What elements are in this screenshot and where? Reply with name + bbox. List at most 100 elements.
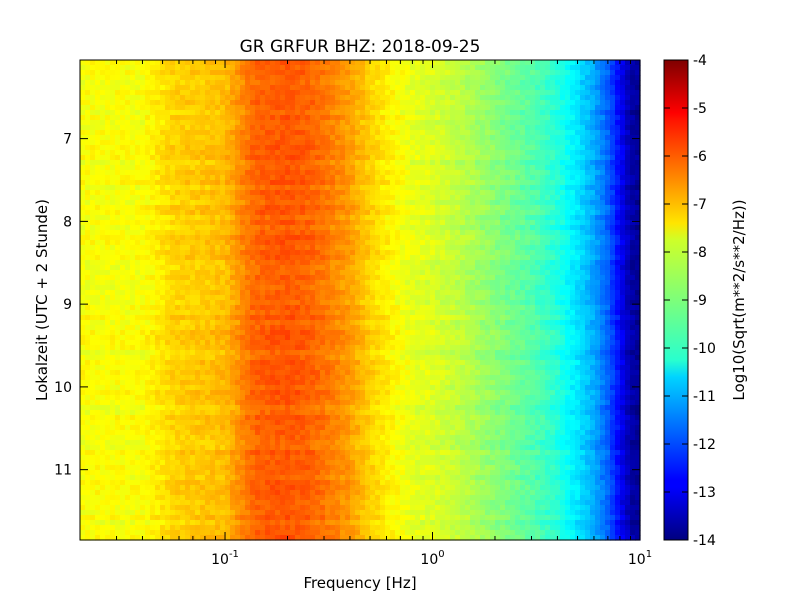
heatmap-cell <box>155 255 161 261</box>
heatmap-cell <box>185 275 191 281</box>
heatmap-cell <box>615 95 621 101</box>
heatmap-cell <box>485 195 491 201</box>
heatmap-cell <box>185 235 191 241</box>
heatmap-cell <box>460 210 466 216</box>
heatmap-cell <box>390 145 396 151</box>
heatmap-cell <box>310 250 316 256</box>
heatmap-cell <box>190 150 196 156</box>
heatmap-cell <box>565 165 571 171</box>
heatmap-cell <box>230 280 236 286</box>
heatmap-cell <box>375 220 381 226</box>
heatmap-cell <box>250 100 256 106</box>
heatmap-cell <box>505 210 511 216</box>
heatmap-cell <box>355 150 361 156</box>
heatmap-cell <box>470 270 476 276</box>
heatmap-cell <box>130 75 136 81</box>
heatmap-cell <box>170 170 176 176</box>
heatmap-cell <box>600 260 606 266</box>
heatmap-cell <box>460 190 466 196</box>
heatmap-cell <box>175 240 181 246</box>
heatmap-cell <box>565 150 571 156</box>
heatmap-cell <box>460 95 466 101</box>
heatmap-cell <box>505 170 511 176</box>
heatmap-cell <box>480 260 486 266</box>
heatmap-cell <box>265 275 271 281</box>
heatmap-cell <box>520 230 526 236</box>
heatmap-cell <box>340 160 346 166</box>
heatmap-cell <box>165 275 171 281</box>
heatmap-cell <box>170 180 176 186</box>
heatmap-cell <box>545 215 551 221</box>
heatmap-cell <box>435 80 441 86</box>
heatmap-cell <box>100 150 106 156</box>
heatmap-cell <box>305 250 311 256</box>
heatmap-cell <box>225 220 231 226</box>
heatmap-cell <box>425 245 431 251</box>
heatmap-cell <box>115 180 121 186</box>
heatmap-cell <box>375 245 381 251</box>
heatmap-cell <box>450 140 456 146</box>
heatmap-cell <box>415 185 421 191</box>
heatmap-cell <box>330 185 336 191</box>
heatmap-cell <box>235 175 241 181</box>
heatmap-cell <box>370 190 376 196</box>
heatmap-cell <box>445 205 451 211</box>
heatmap-cell <box>525 235 531 241</box>
heatmap-cell <box>165 280 171 286</box>
heatmap-cell <box>610 170 616 176</box>
heatmap-cell <box>150 105 156 111</box>
heatmap-cell <box>200 150 206 156</box>
heatmap-cell <box>90 255 96 261</box>
heatmap-cell <box>480 275 486 281</box>
heatmap-cell <box>155 235 161 241</box>
heatmap-cell <box>590 235 596 241</box>
heatmap-cell <box>115 225 121 231</box>
heatmap-cell <box>265 235 271 241</box>
heatmap-cell <box>260 110 266 116</box>
heatmap-cell <box>440 115 446 121</box>
heatmap-cell <box>105 230 111 236</box>
heatmap-cell <box>515 130 521 136</box>
heatmap-cell <box>490 65 496 71</box>
heatmap-cell <box>250 155 256 161</box>
heatmap-cell <box>490 265 496 271</box>
heatmap-cell <box>620 130 626 136</box>
heatmap-cell <box>400 270 406 276</box>
heatmap-cell <box>180 230 186 236</box>
heatmap-cell <box>290 220 296 226</box>
heatmap-cell <box>450 255 456 261</box>
heatmap-cell <box>320 140 326 146</box>
heatmap-cell <box>275 125 281 131</box>
heatmap-cell <box>420 170 426 176</box>
heatmap-cell <box>610 215 616 221</box>
heatmap-cell <box>310 205 316 211</box>
heatmap-cell <box>300 180 306 186</box>
heatmap-cell <box>280 205 286 211</box>
heatmap-cell <box>235 260 241 266</box>
heatmap-cell <box>120 75 126 81</box>
heatmap-cell <box>215 240 221 246</box>
heatmap-cell <box>610 265 616 271</box>
heatmap-cell <box>420 65 426 71</box>
heatmap-cell <box>225 85 231 91</box>
heatmap-cell <box>410 135 416 141</box>
heatmap-cell <box>230 185 236 191</box>
heatmap-cell <box>200 140 206 146</box>
heatmap-cell <box>625 195 631 201</box>
heatmap-cell <box>555 275 561 281</box>
heatmap-cell <box>255 265 261 271</box>
heatmap-cell <box>515 165 521 171</box>
heatmap-cell <box>470 175 476 181</box>
heatmap-cell <box>375 140 381 146</box>
heatmap-cell <box>415 205 421 211</box>
heatmap-cell <box>175 120 181 126</box>
heatmap-cell <box>210 270 216 276</box>
heatmap-cell <box>210 190 216 196</box>
heatmap-cell <box>550 235 556 241</box>
heatmap-cell <box>230 190 236 196</box>
heatmap-cell <box>315 270 321 276</box>
heatmap-cell <box>270 105 276 111</box>
heatmap-cell <box>420 190 426 196</box>
heatmap-cell <box>265 70 271 76</box>
heatmap-cell <box>315 80 321 86</box>
